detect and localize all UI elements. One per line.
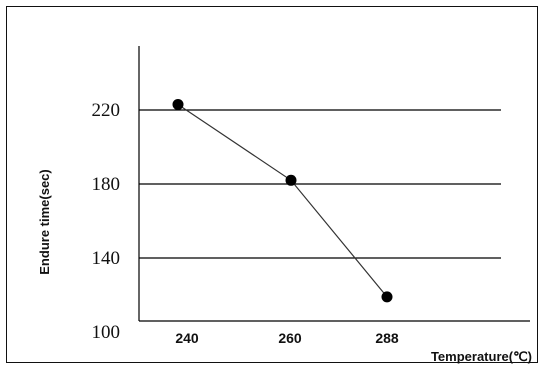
x-axis-title: Temperature(℃)	[431, 349, 532, 364]
y-tick-label-140: 140	[92, 248, 121, 269]
y-tick-label-180: 180	[92, 174, 121, 195]
y-tick-label-100: 100	[92, 322, 121, 343]
y-tick-label-220: 220	[92, 100, 121, 121]
data-point-240	[172, 98, 184, 110]
x-tick-label-288: 288	[375, 330, 399, 346]
x-tick-label-260: 260	[278, 330, 302, 346]
series-line	[177, 103, 388, 298]
grid-lines	[139, 109, 501, 259]
data-point-260	[285, 174, 297, 186]
x-tick-labels: 240 260 288	[175, 330, 399, 346]
x-tick-label-240: 240	[175, 330, 199, 346]
data-point-288	[381, 291, 393, 303]
y-tick-labels: 220 180 140 100	[92, 100, 121, 343]
y-axis-title: Endure time(sec)	[37, 169, 52, 274]
data-series	[172, 98, 393, 303]
